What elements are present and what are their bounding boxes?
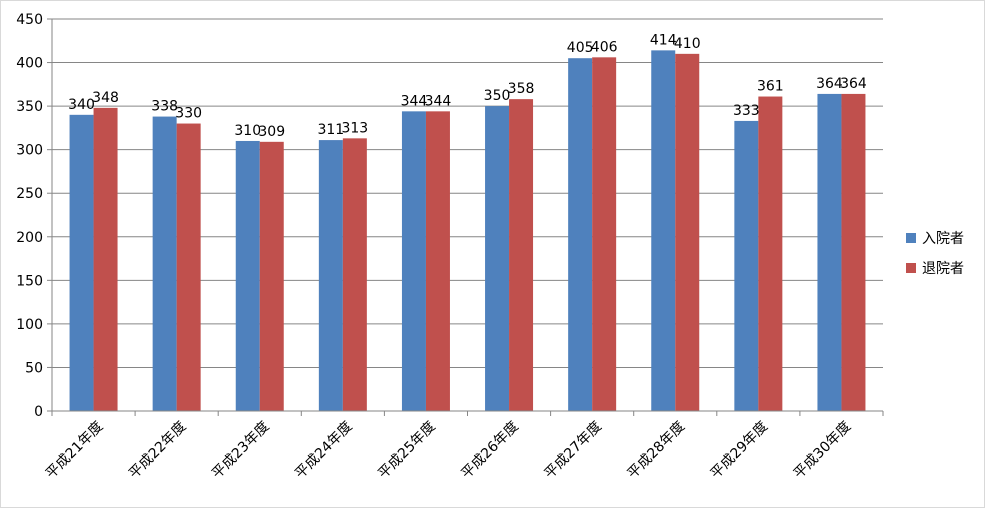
y-tick-label: 400 bbox=[16, 56, 43, 72]
data-label: 310 bbox=[234, 123, 261, 139]
bar-admissions bbox=[152, 116, 177, 411]
data-label: 358 bbox=[508, 81, 535, 97]
data-label: 344 bbox=[425, 93, 452, 109]
legend-swatch bbox=[906, 233, 916, 243]
data-label: 361 bbox=[757, 79, 784, 95]
y-tick-label: 150 bbox=[16, 273, 43, 289]
data-label: 313 bbox=[341, 120, 368, 136]
data-label: 344 bbox=[401, 93, 428, 109]
bar-admissions bbox=[318, 140, 343, 411]
bar-discharges bbox=[592, 57, 617, 411]
y-tick-label: 350 bbox=[16, 99, 43, 115]
data-label: 333 bbox=[733, 103, 760, 119]
y-tick-label: 100 bbox=[16, 317, 43, 333]
bar-admissions bbox=[734, 120, 759, 412]
y-tick-label: 0 bbox=[34, 404, 43, 420]
y-tick-label: 300 bbox=[16, 143, 43, 159]
data-label: 340 bbox=[68, 97, 95, 113]
x-category-label: 平成21年度 bbox=[43, 419, 107, 483]
bar-admissions bbox=[817, 93, 842, 411]
data-label: 311 bbox=[317, 122, 344, 138]
bar-discharges bbox=[93, 107, 118, 411]
legend-label: 入院者 bbox=[922, 231, 964, 247]
bar-discharges bbox=[509, 99, 534, 412]
y-tick-label: 250 bbox=[16, 186, 43, 202]
bars bbox=[69, 50, 866, 412]
data-label: 309 bbox=[258, 124, 285, 140]
data-label: 338 bbox=[151, 99, 178, 115]
data-label: 405 bbox=[567, 40, 594, 56]
bar-discharges bbox=[176, 123, 201, 412]
axes bbox=[51, 19, 884, 416]
bar-admissions bbox=[69, 114, 94, 412]
x-category-label: 平成27年度 bbox=[541, 419, 605, 483]
data-label: 364 bbox=[840, 76, 867, 92]
bar-discharges bbox=[342, 138, 367, 411]
data-label: 414 bbox=[650, 32, 677, 48]
bar-admissions bbox=[568, 58, 593, 411]
bar-discharges bbox=[675, 53, 700, 411]
x-category-label: 平成24年度 bbox=[292, 419, 356, 483]
x-category-label: 平成23年度 bbox=[209, 419, 273, 483]
x-category-label: 平成26年度 bbox=[458, 419, 522, 483]
x-category-label: 平成28年度 bbox=[625, 419, 689, 483]
x-category-label: 平成29年度 bbox=[708, 419, 772, 483]
x-axis-categories: 平成21年度 平成22年度 平成23年度 平成24年度 平成25年度 平成26年度 平成27… bbox=[43, 419, 854, 483]
bar-discharges bbox=[425, 111, 450, 412]
y-tick-label: 450 bbox=[16, 12, 43, 28]
bar-admissions bbox=[651, 50, 676, 412]
bar-discharges bbox=[758, 96, 783, 411]
data-label: 364 bbox=[816, 76, 843, 92]
data-label: 350 bbox=[484, 88, 511, 104]
data-label: 406 bbox=[591, 39, 618, 55]
x-category-label: 平成30年度 bbox=[791, 419, 855, 483]
y-tick-label: 50 bbox=[25, 360, 43, 376]
bar-admissions bbox=[485, 106, 510, 411]
legend-swatch bbox=[906, 263, 916, 273]
y-tick-label: 200 bbox=[16, 230, 43, 246]
data-label: 410 bbox=[674, 36, 701, 52]
bar-admissions bbox=[401, 111, 426, 412]
data-label: 348 bbox=[92, 90, 119, 106]
bar-admissions bbox=[235, 140, 260, 411]
bar-discharges bbox=[259, 141, 284, 411]
legend-label: 退院者 bbox=[922, 261, 964, 277]
y-axis-ticks: 0 50 100 150 200 250 300 350 400 450 bbox=[16, 12, 52, 420]
bar-discharges bbox=[841, 93, 866, 411]
x-category-label: 平成22年度 bbox=[126, 419, 190, 483]
x-category-label: 平成25年度 bbox=[375, 419, 439, 483]
data-label: 330 bbox=[175, 106, 202, 122]
